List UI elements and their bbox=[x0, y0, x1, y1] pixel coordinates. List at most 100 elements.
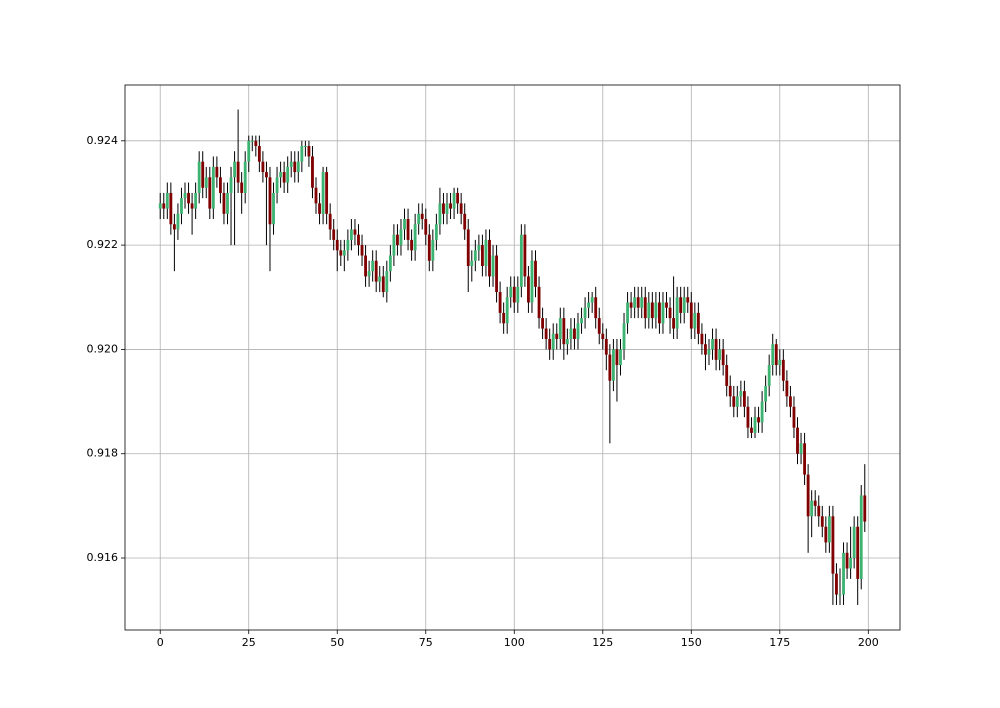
candle-body bbox=[626, 302, 629, 324]
candle-body bbox=[381, 276, 385, 293]
candle-body bbox=[643, 297, 647, 319]
candle-body bbox=[427, 234, 431, 261]
candle-body bbox=[580, 318, 583, 324]
candle-body bbox=[845, 552, 849, 569]
candle-body bbox=[194, 192, 198, 209]
candle-body bbox=[629, 302, 633, 308]
candle-body bbox=[735, 396, 739, 407]
candle-body bbox=[753, 417, 757, 433]
candle-body bbox=[385, 271, 389, 293]
candle-body bbox=[813, 500, 817, 506]
candle-body bbox=[728, 385, 732, 397]
candle-body bbox=[661, 302, 665, 324]
candle-body bbox=[268, 177, 272, 225]
x-tick-label: 0 bbox=[157, 636, 164, 649]
x-tick-label: 200 bbox=[858, 636, 879, 649]
candle-body bbox=[218, 177, 222, 193]
candle-body bbox=[700, 333, 704, 345]
candle-body bbox=[842, 552, 845, 595]
candle-body bbox=[771, 344, 775, 366]
candle-body bbox=[162, 203, 166, 209]
candle-body bbox=[594, 297, 598, 319]
candle-body bbox=[601, 333, 605, 339]
candle-body bbox=[190, 203, 194, 209]
candle-body bbox=[551, 333, 555, 350]
candle-body bbox=[473, 250, 477, 261]
candle-body bbox=[449, 203, 452, 209]
candle-body bbox=[321, 172, 325, 214]
candle-body bbox=[243, 161, 247, 193]
candle-body bbox=[835, 573, 838, 595]
candle-body bbox=[261, 161, 265, 173]
candle-body bbox=[367, 271, 371, 277]
candle-body bbox=[434, 224, 438, 240]
x-tick-label: 50 bbox=[330, 636, 344, 649]
candle-body bbox=[300, 146, 304, 162]
candle-body bbox=[342, 250, 346, 256]
candle-body bbox=[495, 255, 498, 293]
candle-body bbox=[704, 344, 707, 355]
candle-body bbox=[647, 302, 651, 319]
candle-body bbox=[208, 177, 212, 209]
candle-body bbox=[541, 318, 545, 329]
candle-body bbox=[396, 234, 399, 246]
candle-body bbox=[767, 365, 771, 386]
y-tick-label: 0.918 bbox=[87, 447, 119, 460]
candle-body bbox=[750, 427, 753, 433]
candle-body bbox=[388, 255, 392, 272]
candle-body bbox=[640, 297, 644, 308]
candle-body bbox=[863, 495, 867, 522]
candle-body bbox=[806, 474, 810, 517]
candle-body bbox=[318, 203, 321, 214]
candle-body bbox=[357, 234, 360, 246]
candle-body bbox=[789, 396, 792, 407]
candle-body bbox=[250, 140, 254, 142]
candle-body bbox=[849, 558, 853, 569]
candle-body bbox=[778, 359, 782, 366]
candle-body bbox=[289, 161, 293, 167]
candle-body bbox=[527, 276, 530, 303]
candle-body bbox=[247, 140, 251, 162]
candle-body bbox=[378, 276, 382, 282]
candle-body bbox=[831, 516, 835, 574]
candle-body bbox=[183, 192, 187, 199]
candle-body bbox=[565, 338, 569, 345]
candle-body bbox=[587, 302, 591, 308]
candle-body bbox=[718, 349, 722, 360]
candle-body bbox=[534, 260, 537, 287]
candle-body bbox=[187, 192, 190, 204]
candle-body bbox=[633, 297, 637, 308]
candle-body bbox=[222, 192, 226, 214]
candle-body bbox=[211, 166, 215, 209]
candle-body bbox=[488, 239, 491, 277]
candle-body bbox=[675, 297, 679, 329]
candle-body bbox=[668, 307, 672, 319]
candle-body bbox=[431, 239, 435, 261]
candle-body bbox=[463, 213, 467, 230]
candle-body bbox=[257, 146, 261, 162]
y-tick-label: 0.924 bbox=[87, 134, 119, 147]
y-tick-label: 0.922 bbox=[87, 238, 119, 251]
candle-body bbox=[311, 156, 314, 188]
candle-body bbox=[197, 161, 201, 193]
candle-body bbox=[774, 344, 778, 366]
candle-body bbox=[619, 349, 622, 366]
candle-body bbox=[757, 417, 760, 423]
x-tick-label: 25 bbox=[242, 636, 256, 649]
candle-body bbox=[229, 177, 233, 193]
candle-body bbox=[158, 203, 162, 209]
candle-body bbox=[548, 338, 552, 350]
candle-body bbox=[799, 443, 803, 454]
candle-body bbox=[764, 385, 768, 402]
candle-body bbox=[707, 349, 711, 355]
candle-body bbox=[544, 328, 548, 339]
candle-body bbox=[519, 234, 523, 287]
candle-body bbox=[679, 297, 683, 313]
candle-body bbox=[360, 245, 364, 256]
candle-body bbox=[721, 349, 725, 366]
candle-body bbox=[739, 391, 743, 397]
candle-body bbox=[272, 192, 275, 225]
candle-body bbox=[792, 406, 796, 428]
candle-body bbox=[286, 166, 290, 183]
candle-body bbox=[725, 365, 729, 386]
